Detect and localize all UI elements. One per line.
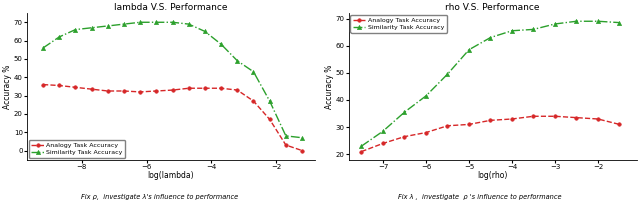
Similarity Task Accuracy <box>120 23 128 25</box>
Similarity Task Accuracy <box>136 21 144 23</box>
Analogy Task Accuracy <box>379 142 387 145</box>
Analogy Task Accuracy <box>88 88 95 90</box>
Analogy Task Accuracy <box>136 91 144 93</box>
Similarity Task Accuracy <box>530 28 538 31</box>
Analogy Task Accuracy <box>39 83 47 86</box>
Similarity Task Accuracy <box>39 47 47 49</box>
Analogy Task Accuracy <box>250 100 257 102</box>
Analogy Task Accuracy <box>169 89 177 91</box>
Similarity Task Accuracy <box>486 36 494 39</box>
Similarity Task Accuracy <box>616 21 623 24</box>
Analogy Task Accuracy <box>282 144 290 146</box>
Similarity Task Accuracy <box>72 28 79 31</box>
Line: Similarity Task Accuracy: Similarity Task Accuracy <box>360 19 621 148</box>
Analogy Task Accuracy <box>358 150 365 153</box>
Title: rho V.S. Performance: rho V.S. Performance <box>445 3 540 12</box>
Similarity Task Accuracy <box>104 25 111 27</box>
Title: lambda V.S. Performance: lambda V.S. Performance <box>114 3 228 12</box>
Analogy Task Accuracy <box>508 118 516 120</box>
Similarity Task Accuracy <box>250 71 257 73</box>
Analogy Task Accuracy <box>573 116 580 119</box>
Line: Analogy Task Accuracy: Analogy Task Accuracy <box>42 83 304 152</box>
Analogy Task Accuracy <box>444 125 451 127</box>
Analogy Task Accuracy <box>218 87 225 90</box>
Y-axis label: Accuracy %: Accuracy % <box>325 64 334 109</box>
Similarity Task Accuracy <box>185 23 193 25</box>
Legend: Analogy Task Accuracy, Similarity Task Accuracy: Analogy Task Accuracy, Similarity Task A… <box>29 140 125 158</box>
Analogy Task Accuracy <box>266 118 273 121</box>
Similarity Task Accuracy <box>88 27 95 29</box>
Analogy Task Accuracy <box>594 118 602 120</box>
Legend: Analogy Task Accuracy, Similarity Task Accuracy: Analogy Task Accuracy, Similarity Task A… <box>351 15 447 33</box>
Analogy Task Accuracy <box>530 115 538 118</box>
Analogy Task Accuracy <box>104 90 111 92</box>
Similarity Task Accuracy <box>573 20 580 22</box>
Analogy Task Accuracy <box>616 123 623 126</box>
Similarity Task Accuracy <box>282 135 290 137</box>
Analogy Task Accuracy <box>298 149 306 152</box>
Similarity Task Accuracy <box>401 111 408 113</box>
Analogy Task Accuracy <box>234 89 241 91</box>
Similarity Task Accuracy <box>358 145 365 147</box>
Similarity Task Accuracy <box>422 95 430 97</box>
Line: Similarity Task Accuracy: Similarity Task Accuracy <box>41 20 304 140</box>
Similarity Task Accuracy <box>201 30 209 33</box>
Analogy Task Accuracy <box>201 87 209 90</box>
X-axis label: log(lambda): log(lambda) <box>148 171 195 180</box>
Analogy Task Accuracy <box>185 87 193 90</box>
Similarity Task Accuracy <box>551 23 559 25</box>
Similarity Task Accuracy <box>152 21 160 23</box>
Similarity Task Accuracy <box>169 21 177 23</box>
Similarity Task Accuracy <box>266 100 273 102</box>
Analogy Task Accuracy <box>72 86 79 89</box>
Similarity Task Accuracy <box>465 49 473 51</box>
Analogy Task Accuracy <box>120 90 128 92</box>
Analogy Task Accuracy <box>152 90 160 92</box>
Analogy Task Accuracy <box>56 84 63 87</box>
Y-axis label: Accuracy %: Accuracy % <box>3 64 12 109</box>
Similarity Task Accuracy <box>508 30 516 32</box>
Similarity Task Accuracy <box>56 36 63 38</box>
Analogy Task Accuracy <box>486 119 494 122</box>
Similarity Task Accuracy <box>218 43 225 45</box>
Analogy Task Accuracy <box>551 115 559 118</box>
Similarity Task Accuracy <box>379 130 387 132</box>
Similarity Task Accuracy <box>234 60 241 62</box>
Text: Fix ρ,  investigate λ's influence to performance: Fix ρ, investigate λ's influence to perf… <box>81 194 239 200</box>
Similarity Task Accuracy <box>594 20 602 22</box>
Similarity Task Accuracy <box>298 136 306 139</box>
Analogy Task Accuracy <box>422 131 430 134</box>
Analogy Task Accuracy <box>465 123 473 126</box>
Text: Fix λ ,  investigate  ρ 's influence to performance: Fix λ , investigate ρ 's influence to pe… <box>398 194 562 200</box>
Analogy Task Accuracy <box>401 135 408 138</box>
X-axis label: log(rho): log(rho) <box>477 171 508 180</box>
Line: Analogy Task Accuracy: Analogy Task Accuracy <box>360 114 621 153</box>
Similarity Task Accuracy <box>444 73 451 75</box>
